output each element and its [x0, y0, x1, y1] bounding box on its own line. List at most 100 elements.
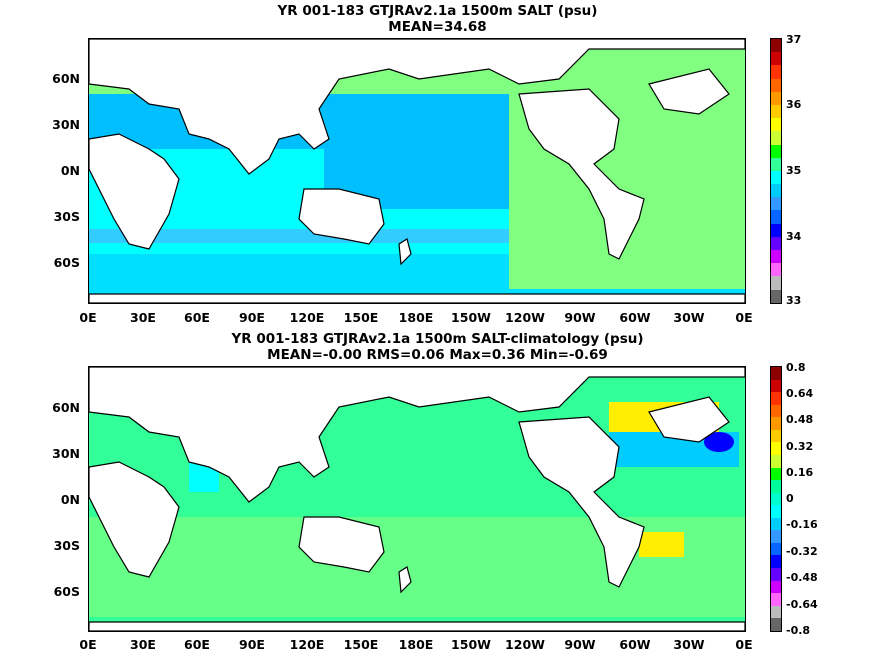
colorbar-segment [771, 442, 781, 455]
panel2-xtick: 180E [398, 637, 434, 652]
panel2-title-line1: YR 001-183 GTJRAv2.1a 1500m SALT-climato… [231, 331, 644, 347]
panel1-map-svg [89, 39, 745, 303]
panel2-ytick-60s: 60S [53, 584, 80, 599]
colorbar-segment [771, 505, 781, 518]
panel1-xtick: 90E [239, 310, 265, 325]
colorbar-segment [771, 392, 781, 405]
panel2-cbar-label: 0.64 [786, 387, 814, 400]
panel1-cbar-label: 33 [786, 294, 802, 307]
panel2-xtick: 120E [289, 637, 325, 652]
panel1-cbar-label: 37 [786, 33, 802, 46]
colorbar-segment [771, 250, 781, 264]
colorbar-segment [771, 236, 781, 250]
colorbar-segment [771, 379, 781, 393]
panel2-cbar-label: 0.48 [786, 413, 814, 426]
panel2-ytick-30s: 30S [53, 538, 80, 553]
colorbar-segment [771, 39, 781, 53]
colorbar-segment [771, 263, 781, 277]
panel2-xtick: 150W [451, 637, 491, 652]
colorbar-segment [771, 480, 781, 493]
panel2-xtick: 90E [239, 637, 265, 652]
panel2-xtick: 30W [673, 637, 705, 652]
panel2-xtick: 60W [619, 637, 651, 652]
panel1-cbar-label: 35 [786, 164, 802, 177]
colorbar-segment [771, 197, 781, 211]
colorbar-segment [771, 144, 781, 158]
colorbar-segment [771, 568, 781, 581]
panel1-title-line2: MEAN=34.68 [388, 19, 487, 35]
panel1-xtick: 120E [289, 310, 325, 325]
panel2-cbar-label: -0.8 [786, 624, 811, 637]
panel1-title-line1: YR 001-183 GTJRAv2.1a 1500m SALT (psu) [277, 3, 598, 19]
colorbar-segment [771, 454, 781, 468]
colorbar-segment [771, 184, 781, 198]
panel2-cbar-label: -0.32 [786, 545, 818, 558]
panel1-xtick: 150W [451, 310, 491, 325]
panel2-colorbar [770, 366, 782, 632]
panel2-cbar-label: 0.32 [786, 440, 814, 453]
colorbar-segment [771, 104, 781, 119]
colorbar-segment [771, 517, 781, 531]
colorbar-segment [771, 276, 781, 290]
panel1-xtick: 30E [130, 310, 156, 325]
colorbar-segment [771, 91, 781, 105]
colorbar-segment [771, 542, 781, 556]
panel1-colorbar [770, 38, 782, 304]
colorbar-segment [771, 467, 781, 481]
colorbar-segment [771, 65, 781, 79]
panel2-xtick: 30E [130, 637, 156, 652]
colorbar-segment [771, 52, 781, 66]
panel2-xtick: 90W [564, 637, 596, 652]
panel1-xtick: 180E [398, 310, 434, 325]
panel2-ytick-60n: 60N [52, 400, 80, 415]
panel2-title: YR 001-183 GTJRAv2.1a 1500m SALT-climato… [0, 331, 875, 363]
panel2-cbar-label: 0 [786, 492, 794, 505]
colorbar-segment [771, 429, 781, 443]
colorbar-segment [771, 131, 781, 145]
panel1-ytick-0n: 0N [60, 163, 80, 178]
colorbar-segment [771, 417, 781, 430]
panel2-xtick: 0E [79, 637, 97, 652]
panel1-xtick: 0E [79, 310, 97, 325]
panel2-map [88, 366, 746, 632]
colorbar-segment [771, 210, 781, 224]
colorbar-segment [771, 157, 781, 171]
colorbar-segment [771, 223, 781, 237]
panel1-title: YR 001-183 GTJRAv2.1a 1500m SALT (psu) M… [0, 3, 875, 35]
panel2-xtick: 120W [505, 637, 545, 652]
colorbar-segment [771, 118, 781, 132]
panel1-map [88, 38, 746, 304]
panel1-xtick: 90W [564, 310, 596, 325]
panel2-map-svg [89, 367, 745, 631]
colorbar-segment [771, 618, 781, 631]
panel1-ytick-30s: 30S [53, 209, 80, 224]
panel1-cbar-label: 36 [786, 98, 802, 111]
panel1-xtick: 150E [343, 310, 379, 325]
colorbar-segment [771, 289, 781, 303]
panel2-xtick: 150E [343, 637, 379, 652]
panel2-xtick: 0E [735, 637, 753, 652]
panel2-cbar-label: -0.64 [786, 598, 818, 611]
panel2-ytick-0n: 0N [60, 492, 80, 507]
colorbar-segment [771, 555, 781, 568]
colorbar-segment [771, 404, 781, 418]
panel1-xtick: 120W [505, 310, 545, 325]
panel1-xtick: 60E [184, 310, 210, 325]
panel1-xtick: 60W [619, 310, 651, 325]
panel2-xtick: 60E [184, 637, 210, 652]
panel1-xtick: 30W [673, 310, 705, 325]
colorbar-segment [771, 78, 781, 92]
panel1-ytick-60n: 60N [52, 71, 80, 86]
panel1-xtick: 0E [735, 310, 753, 325]
panel1-ytick-60s: 60S [53, 255, 80, 270]
colorbar-segment [771, 605, 781, 619]
colorbar-segment [771, 593, 781, 606]
panel1-ytick-30n: 30N [52, 117, 80, 132]
panel2-cbar-label: 0.16 [786, 466, 814, 479]
colorbar-segment [771, 492, 781, 506]
panel1-cbar-label: 34 [786, 230, 802, 243]
colorbar-segment [771, 170, 781, 185]
panel2-cbar-label: -0.48 [786, 571, 818, 584]
panel2-title-line2: MEAN=-0.00 RMS=0.06 Max=0.36 Min=-0.69 [267, 347, 608, 363]
colorbar-segment [771, 530, 781, 543]
